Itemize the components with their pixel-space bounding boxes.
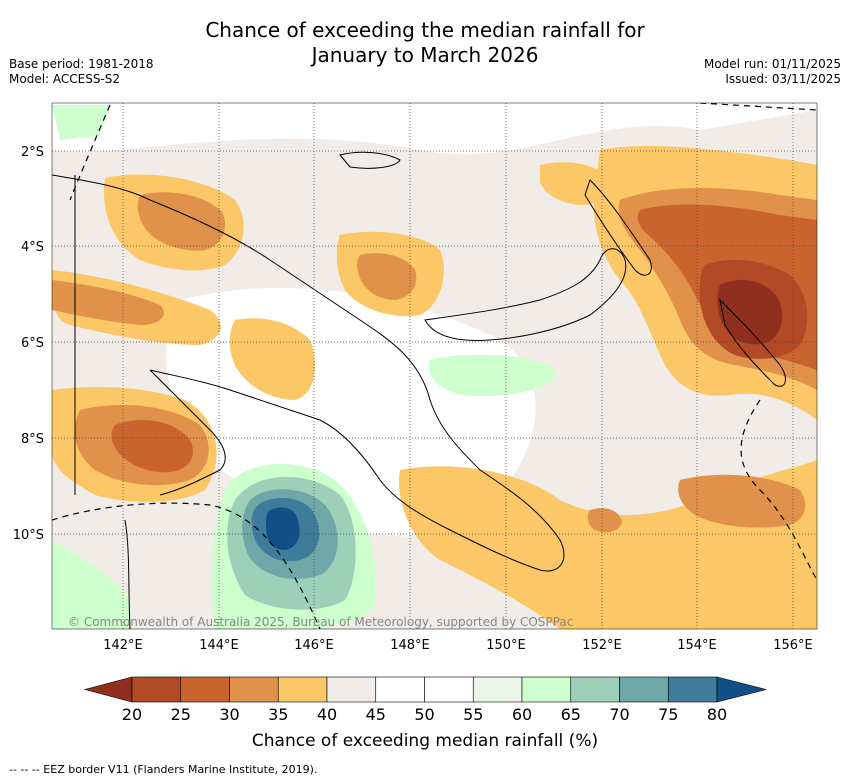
graticule (52, 103, 817, 629)
copyright-notice: © Commonwealth of Australia 2025, Bureau… (68, 615, 573, 629)
coastline-bougainville (719, 298, 786, 387)
coastline-gulf (149, 369, 226, 496)
colorbar-tick-label: 30 (219, 705, 240, 724)
coastline-new-ireland (584, 179, 652, 276)
eez-border-northwest (69, 104, 111, 201)
colorbar-tick-label: 25 (170, 705, 191, 724)
coastline-manus (339, 151, 401, 169)
model-name: Model: ACCESS-S2 (9, 72, 121, 86)
model-run: Model run: 01/11/2025 (703, 57, 841, 71)
lat-label: 10°S (13, 528, 44, 543)
eez-border-south (52, 502, 321, 629)
wet-area-sw (52, 540, 130, 629)
wet-area-central (429, 354, 556, 397)
dry-area-central-30 (357, 253, 417, 300)
lon-label: 156°E (773, 638, 813, 653)
colorbar-tick-label: 55 (463, 705, 484, 724)
colorbar-title: Chance of exceeding median rainfall (%) (251, 731, 599, 751)
wet-anomaly-80 (266, 507, 300, 550)
dry-area-southeast-30 (678, 474, 806, 528)
colorbar-swatch (180, 676, 230, 703)
colorbar-swatch (375, 676, 425, 703)
colorbar-arrow-low (83, 676, 133, 703)
lat-label: 4°S (21, 240, 44, 255)
eez-border-east (740, 399, 817, 581)
coastline-cape-york (124, 519, 131, 629)
colorbar-swatch (424, 676, 474, 703)
colorbar-tick-label: 70 (609, 705, 630, 724)
colorbar-swatch (667, 676, 718, 703)
colorbar-tick-label: 60 (511, 705, 533, 724)
longitude-axis: 142°E 144°E 146°E 148°E 150°E 152°E 154°E 156°E (103, 638, 813, 653)
colorbar-arrow-high (716, 676, 767, 703)
colorbar-tick-label: 45 (365, 705, 386, 724)
dry-area-northwest-30 (137, 192, 226, 251)
coastline-new-guinea-north (52, 174, 565, 572)
eez-borders (52, 103, 817, 629)
base-period-info: Base period: 1981-2018 Model: ACCESS-S2 (9, 57, 154, 87)
title-line-1: Chance of exceeding the median rainfall … (205, 18, 645, 42)
colorbar-swatch (521, 676, 572, 703)
colorbar-tick-label: 80 (706, 705, 728, 724)
lat-label: 6°S (21, 336, 44, 351)
map-frame (51, 102, 818, 630)
colorbar-tick-label: 50 (414, 705, 435, 724)
title-line-2: January to March 2026 (311, 43, 539, 67)
dry-core-east (717, 279, 783, 345)
dry-spot-southeast (587, 508, 622, 533)
coastline (52, 151, 786, 629)
lat-label: 8°S (21, 432, 44, 447)
colorbar-tick-label: 40 (316, 705, 338, 724)
colorbar-tick-label: 75 (658, 705, 679, 724)
colorbar-swatch (472, 676, 523, 703)
latitude-axis: 2°S 4°S 6°S 8°S 10°S (13, 145, 44, 543)
lon-label: 154°E (677, 638, 717, 653)
colorbar-tick-label: 65 (560, 705, 581, 724)
lat-label: 2°S (21, 145, 44, 160)
lon-label: 142°E (103, 638, 143, 653)
coastline-new-britain (424, 248, 627, 341)
model-run-info: Model run: 01/11/2025 Issued: 03/11/2025 (704, 57, 841, 87)
eez-footnote: -- -- -- EEZ border V11 (Flanders Marine… (9, 763, 318, 776)
eez-border-northeast (699, 103, 817, 111)
dry-area-southwest-25 (111, 420, 194, 473)
map-field (52, 103, 817, 629)
wet-area-nw (52, 105, 110, 140)
lon-label: 148°E (390, 638, 430, 653)
colorbar-swatch (619, 676, 669, 703)
colorbar (83, 676, 767, 703)
lon-label: 146°E (294, 638, 334, 653)
colorbar-swatch (570, 676, 620, 703)
colorbar-tick-label: 35 (268, 705, 289, 724)
colorbar-tick-label: 20 (121, 705, 143, 724)
colorbar-swatch (277, 676, 328, 703)
dry-band-west-30 (52, 280, 164, 325)
dry-area-highlands (229, 318, 315, 400)
lon-label: 150°E (486, 638, 526, 653)
lon-label: 144°E (199, 638, 239, 653)
map-title: Chance of exceeding the median rainfall … (0, 18, 850, 68)
colorbar-swatch (326, 676, 377, 703)
issued-date: Issued: 03/11/2025 (725, 72, 841, 86)
colorbar-swatch (131, 676, 182, 703)
base-period: Base period: 1981-2018 (9, 57, 154, 71)
colorbar-swatch (229, 676, 279, 703)
lon-label: 152°E (582, 638, 622, 653)
dry-area-north (540, 162, 611, 205)
